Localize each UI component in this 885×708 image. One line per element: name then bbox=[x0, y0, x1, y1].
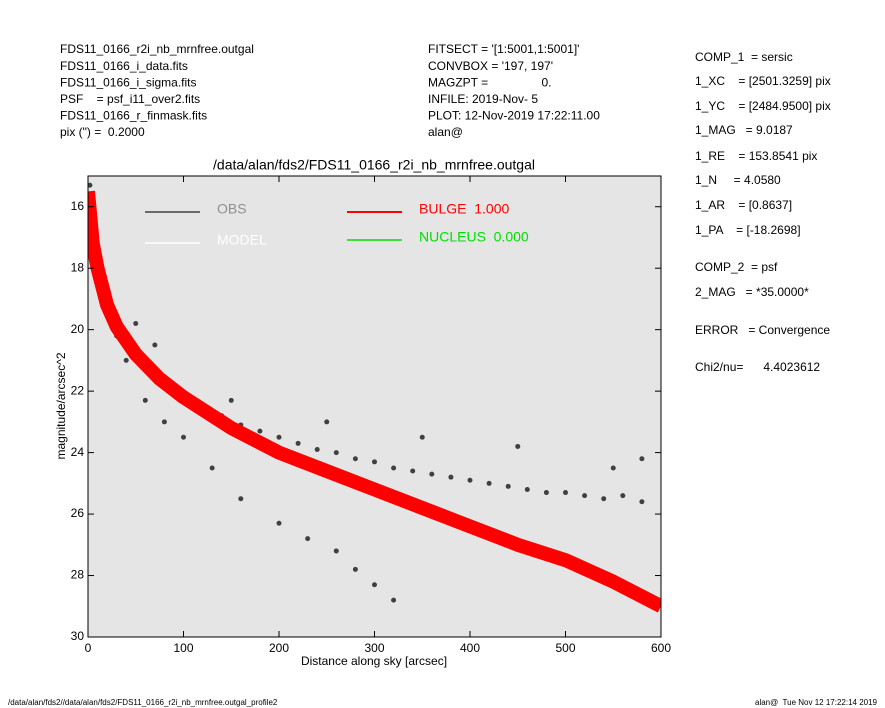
header-line: FDS11_0166_r_finmask.fits bbox=[60, 109, 207, 123]
obs-point bbox=[352, 566, 358, 572]
obs-point bbox=[391, 597, 397, 603]
profile-line bbox=[88, 190, 661, 613]
x-tick-label: 0 bbox=[85, 641, 92, 655]
component-line: Chi2/nu= 4.4023612 bbox=[695, 360, 820, 374]
component-line: 1_PA = [-18.2698] bbox=[695, 223, 801, 237]
obs-point bbox=[276, 434, 282, 440]
x-tick-label: 500 bbox=[555, 641, 575, 655]
legend-label: BULGE 1.000 bbox=[419, 201, 509, 217]
component-line: 1_AR = [0.8637] bbox=[695, 198, 792, 212]
header-line: pix (") = 0.2000 bbox=[60, 125, 145, 139]
header-line: PSF = psf_i11_over2.fits bbox=[60, 92, 200, 106]
obs-point bbox=[372, 459, 377, 465]
obs-point bbox=[238, 496, 244, 502]
obs-point bbox=[639, 456, 645, 462]
obs-point bbox=[295, 440, 301, 446]
legend-label: MODEL bbox=[217, 232, 267, 248]
y-tick-label: 22 bbox=[71, 383, 85, 397]
y-tick-label: 28 bbox=[71, 568, 85, 582]
y-tick-label: 26 bbox=[71, 506, 85, 520]
obs-point bbox=[610, 465, 616, 471]
obs-point bbox=[410, 468, 416, 474]
y-tick-label: 18 bbox=[71, 260, 85, 274]
component-line: 1_YC = [2484.9500] pix bbox=[695, 99, 831, 113]
obs-point bbox=[429, 471, 435, 477]
component-line: 1_N = 4.0580 bbox=[695, 173, 781, 187]
component-line: 1_XC = [2501.3259] pix bbox=[695, 74, 831, 88]
chart-title: /data/alan/fds2/FDS11_0166_r2i_nb_mrnfre… bbox=[213, 157, 535, 173]
header-line: INFILE: 2019-Nov- 5 bbox=[428, 92, 538, 106]
obs-point bbox=[419, 434, 425, 440]
obs-point bbox=[333, 548, 339, 554]
obs-point bbox=[505, 483, 511, 489]
component-line: ERROR = Convergence bbox=[695, 323, 830, 337]
component-line: 1_RE = 153.8541 pix bbox=[695, 149, 817, 163]
obs-point bbox=[152, 342, 158, 348]
obs-point bbox=[142, 397, 148, 403]
y-tick-label: 16 bbox=[71, 199, 85, 213]
header-line: CONVBOX = '197, 197' bbox=[428, 59, 553, 73]
footer-date: alan@ Tue Nov 12 17:22:14 2019 bbox=[755, 698, 878, 707]
header-line: PLOT: 12-Nov-2019 17:22:11.00 bbox=[428, 109, 600, 123]
obs-point bbox=[88, 182, 93, 188]
x-tick-label: 400 bbox=[460, 641, 480, 655]
obs-point bbox=[324, 419, 330, 425]
obs-point bbox=[333, 450, 339, 456]
x-tick-label: 100 bbox=[173, 641, 193, 655]
header-line: FDS11_0166_i_data.fits bbox=[60, 59, 188, 73]
x-tick-label: 300 bbox=[364, 641, 384, 655]
obs-point bbox=[391, 465, 397, 471]
obs-point bbox=[620, 493, 626, 499]
obs-point bbox=[582, 493, 588, 499]
y-tick-label: 24 bbox=[71, 445, 85, 459]
footer-path: /data/alan/fds2//data/alan/fds2/FDS11_01… bbox=[8, 698, 278, 707]
obs-point bbox=[515, 443, 521, 449]
obs-point bbox=[486, 480, 492, 486]
obs-point bbox=[209, 465, 215, 471]
obs-point bbox=[524, 486, 530, 492]
obs-point bbox=[601, 496, 607, 502]
header-line: FDS11_0166_i_sigma.fits bbox=[60, 75, 197, 89]
component-line: 2_MAG = *35.0000* bbox=[695, 285, 809, 299]
legend-label: OBS bbox=[217, 201, 247, 217]
obs-point bbox=[352, 456, 358, 462]
obs-point bbox=[563, 490, 568, 496]
obs-point bbox=[161, 419, 167, 425]
component-line: 1_MAG = 9.0187 bbox=[695, 123, 793, 137]
x-tick-label: 600 bbox=[651, 641, 671, 655]
legend-label: NUCLEUS 0.000 bbox=[419, 229, 529, 245]
obs-point bbox=[305, 536, 311, 542]
obs-point bbox=[133, 321, 139, 327]
x-tick-label: 200 bbox=[269, 641, 289, 655]
y-axis-label: magnitude/arcsec^2 bbox=[54, 352, 68, 459]
obs-point bbox=[639, 499, 645, 505]
header-line: MAGZPT = 0. bbox=[428, 75, 551, 89]
obs-point bbox=[314, 447, 320, 453]
header-line: FITSECT = '[1:5001,1:5001]' bbox=[428, 42, 579, 56]
obs-point bbox=[543, 490, 549, 496]
obs-point bbox=[181, 434, 186, 440]
obs-point bbox=[276, 520, 282, 526]
header-line: alan@ bbox=[428, 125, 463, 139]
obs-point bbox=[123, 357, 129, 363]
obs-point bbox=[228, 397, 234, 403]
obs-point bbox=[257, 428, 263, 434]
component-line: COMP_2 = psf bbox=[695, 260, 778, 274]
x-axis-label: Distance along sky [arcsec] bbox=[301, 654, 447, 668]
component-line: COMP_1 = sersic bbox=[695, 50, 793, 64]
obs-point bbox=[467, 477, 473, 483]
obs-point bbox=[372, 582, 377, 588]
obs-point bbox=[448, 474, 454, 480]
y-tick-label: 20 bbox=[71, 322, 85, 336]
y-tick-label: 30 bbox=[71, 629, 85, 643]
header-line: FDS11_0166_r2i_nb_mrnfree.outgal bbox=[60, 42, 254, 56]
